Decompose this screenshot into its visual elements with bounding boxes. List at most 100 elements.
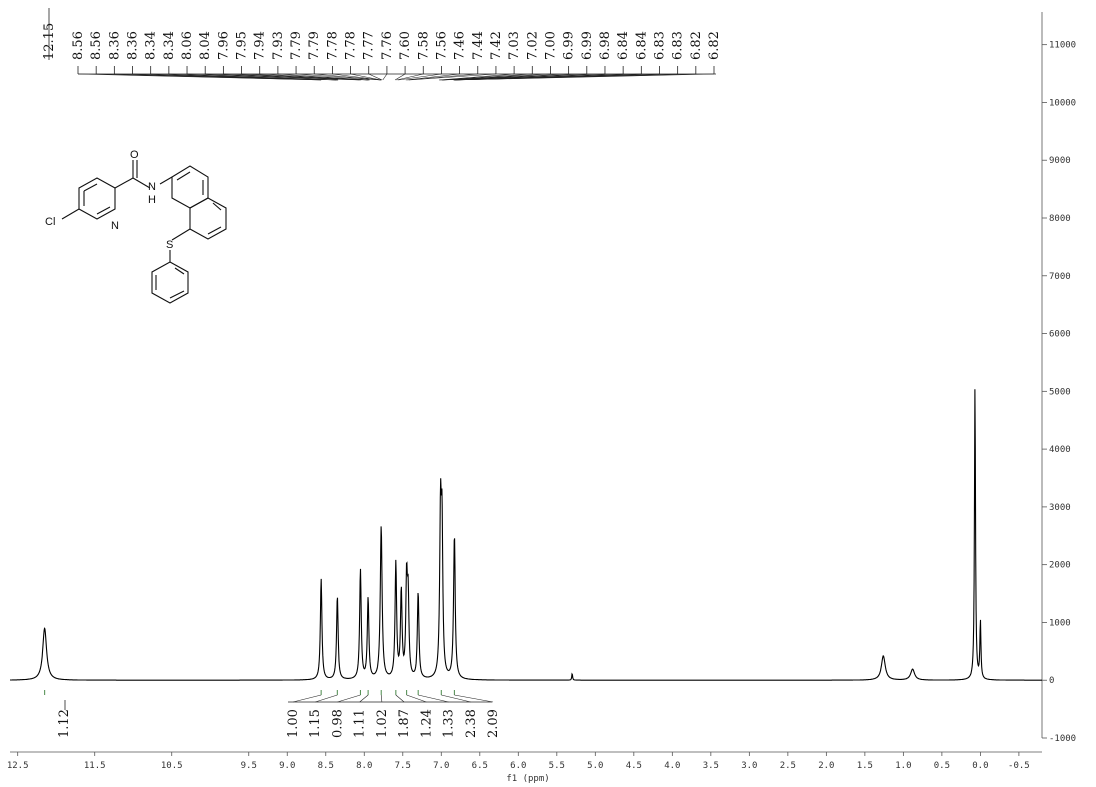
integral-leader	[315, 694, 338, 703]
integral-value: 1.87	[397, 709, 412, 738]
x-tick-label: 10.5	[161, 761, 183, 771]
peak-leader	[205, 73, 362, 81]
peak-leader	[168, 73, 339, 81]
peak-label: 6.82	[707, 31, 722, 60]
peak-label: 7.78	[344, 31, 359, 60]
y-tick-label: -1000	[1049, 734, 1076, 744]
spectrum-group	[10, 389, 1042, 681]
y-tick-label: 4000	[1049, 445, 1071, 455]
bond	[96, 206, 111, 215]
peak-label: 7.79	[289, 31, 304, 60]
y-tick-label: 6000	[1049, 330, 1071, 340]
peak-label: 7.76	[380, 31, 395, 60]
y-tick-label: 10000	[1049, 98, 1076, 108]
integral-value: 0.98	[330, 709, 345, 738]
peak-leader	[408, 73, 496, 81]
x-tick-label: 1.0	[895, 761, 911, 771]
peak-label: 7.56	[434, 31, 449, 60]
integral-leader	[395, 694, 405, 703]
peak-label: 7.77	[362, 31, 377, 60]
peak-label: 8.56	[89, 31, 104, 60]
y-tick-label: 5000	[1049, 387, 1071, 397]
y-tick-label: 0	[1049, 676, 1054, 686]
x-tick-label: 5.0	[587, 761, 603, 771]
y-tick-label: 11000	[1049, 41, 1076, 51]
peak-leader	[382, 73, 388, 81]
bond	[212, 202, 222, 211]
peak-label: 7.78	[325, 31, 340, 60]
x-tick-label: 3.5	[703, 761, 719, 771]
x-tick-label: 5.5	[549, 761, 565, 771]
integral-value: 1.33	[442, 709, 457, 738]
x-tick-label: 9.5	[241, 761, 257, 771]
x-axis-label: f1 (ppm)	[506, 774, 549, 784]
peak-label: 7.79	[307, 31, 322, 60]
x-tick-label: 2.0	[818, 761, 834, 771]
peak-label: 12.15	[42, 23, 57, 60]
peak-leader	[96, 73, 322, 81]
x-tick-label: 0.5	[934, 761, 950, 771]
x-tick-label: 7.5	[395, 761, 411, 771]
integral-value: 2.38	[464, 709, 479, 738]
atom-label: H	[148, 194, 156, 206]
integral-leader	[292, 694, 322, 703]
peak-label: 7.94	[253, 31, 268, 60]
peak-leader	[455, 73, 715, 81]
peak-leader	[405, 73, 460, 81]
peak-label: 7.44	[471, 31, 486, 60]
peak-leader	[394, 73, 406, 81]
integral-value: 1.11	[353, 709, 368, 738]
peak-label: 7.46	[453, 31, 468, 60]
x-tick-label: 7.0	[433, 761, 449, 771]
x-tick-label: 9.0	[279, 761, 295, 771]
peak-label: 6.84	[634, 31, 649, 60]
x-tick-label: 11.5	[84, 761, 106, 771]
bond	[61, 208, 80, 220]
peak-leader	[396, 73, 424, 81]
peak-leader	[277, 73, 370, 81]
peak-label: 8.36	[126, 31, 141, 60]
bond	[174, 267, 185, 275]
integral-value: 1.24	[419, 709, 434, 738]
bond	[176, 171, 191, 181]
peak-label: 7.95	[235, 31, 250, 60]
integral-value: 1.15	[308, 709, 323, 738]
bond	[114, 177, 134, 189]
phenyl-ring	[151, 261, 189, 304]
peak-label: 6.98	[598, 31, 613, 60]
atom-label: O	[130, 149, 139, 161]
atom-labels: O N H Cl N S	[45, 149, 173, 251]
x-tick-label: -0.5	[1008, 761, 1030, 771]
atom-label: Cl	[45, 216, 55, 228]
naphthalene-ring-2	[189, 197, 227, 240]
axes-group: -1000 0 1000 2000 3000 4000 5000 6000 7000 8000 90…	[7, 12, 1076, 771]
peak-labels-group: 12.15 8.56 8.56 8.36 8.36 8.34 8.34 8.06 8.04 7.9…	[42, 8, 722, 81]
x-tick-label: 2.5	[780, 761, 796, 771]
peak-leader	[368, 73, 383, 81]
integral-value: 1.12	[57, 709, 72, 738]
integral-leader	[337, 694, 361, 703]
y-tick-label: 8000	[1049, 214, 1071, 224]
y-tick-label: 1000	[1049, 618, 1071, 628]
integral-leader	[380, 694, 383, 703]
peak-label: 7.60	[398, 31, 413, 60]
peak-label: 7.42	[489, 31, 504, 60]
peak-label: 7.96	[216, 31, 231, 60]
peak-label: 6.99	[580, 31, 595, 60]
peak-label: 8.56	[71, 31, 86, 60]
integral-leader	[406, 694, 427, 703]
atom-label: N	[111, 220, 119, 232]
x-tick-label: 12.5	[7, 761, 29, 771]
atom-label: S	[166, 239, 173, 251]
y-tick-label: 2000	[1049, 561, 1071, 571]
peak-label: 6.83	[652, 31, 667, 60]
peak-leader	[398, 73, 442, 81]
peak-leader	[350, 73, 382, 81]
integrals-group: 1.12 1.00 1.15 0.98 1.11 1.02 1.87 1.24 1.33 2.38…	[44, 690, 501, 738]
bond	[169, 290, 185, 299]
peak-label: 7.93	[271, 31, 286, 60]
peak-leader	[332, 73, 382, 81]
peak-label: 8.34	[162, 31, 177, 60]
peak-label: 6.84	[616, 31, 631, 60]
